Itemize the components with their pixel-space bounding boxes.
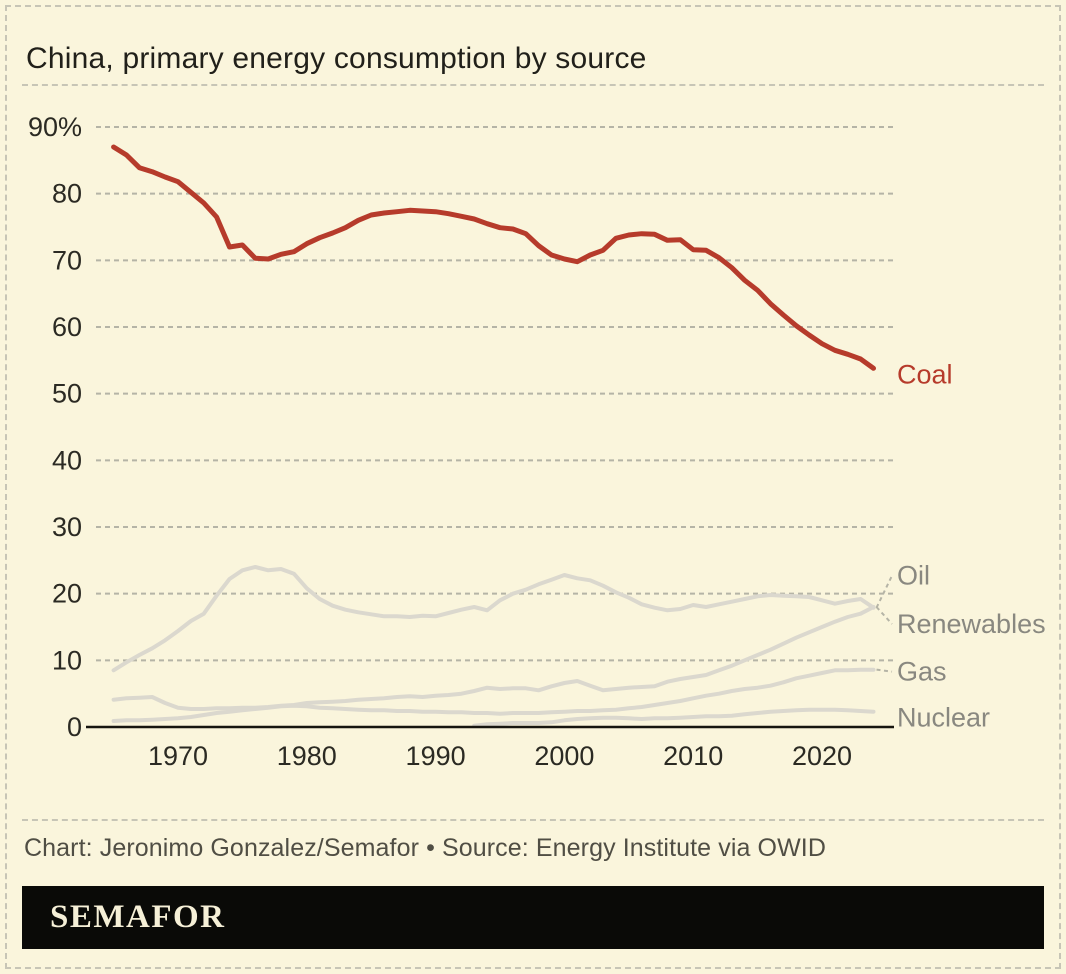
renewables-series-label: Renewables bbox=[897, 609, 1046, 639]
y-tick-0: 0 bbox=[67, 712, 82, 742]
y-tick-30: 30 bbox=[52, 512, 82, 542]
footer-separator bbox=[22, 819, 1044, 821]
x-tick-2010: 2010 bbox=[663, 741, 723, 771]
x-tick-1970: 1970 bbox=[148, 741, 208, 771]
chart-caption: Chart: Jeronimo Gonzalez/Semafor • Sourc… bbox=[24, 834, 826, 862]
y-tick-90: 90% bbox=[28, 112, 82, 142]
y-tick-70: 70 bbox=[52, 245, 82, 275]
x-tick-1980: 1980 bbox=[277, 741, 337, 771]
semafor-wordmark: SEMAFOR bbox=[50, 899, 226, 935]
y-tick-40: 40 bbox=[52, 445, 82, 475]
y-tick-20: 20 bbox=[52, 579, 82, 609]
y-tick-50: 50 bbox=[52, 379, 82, 409]
oil-line bbox=[111, 565, 876, 673]
nuclear-line bbox=[472, 707, 876, 728]
oil-series-label: Oil bbox=[897, 561, 930, 591]
y-tick-10: 10 bbox=[52, 645, 82, 675]
title-separator bbox=[22, 84, 1044, 86]
y-tick-60: 60 bbox=[52, 312, 82, 342]
renewables-line bbox=[111, 605, 876, 711]
chart-title: China, primary energy consumption by sou… bbox=[26, 42, 647, 76]
coal-series-label: Coal bbox=[897, 359, 953, 389]
energy-consumption-line-chart: Coal Oil Renewables Gas Nuclear 90% 80 70 60 50 40… bbox=[28, 112, 1046, 771]
x-tick-1990: 1990 bbox=[406, 741, 466, 771]
oil-label-leader bbox=[875, 575, 893, 609]
gas-series-label: Gas bbox=[897, 657, 947, 687]
y-tick-80: 80 bbox=[52, 179, 82, 209]
gas-line bbox=[111, 667, 876, 723]
gas-label-leader bbox=[876, 668, 893, 673]
nuclear-series-label: Nuclear bbox=[897, 703, 990, 733]
semafor-logo-bar: SEMAFOR bbox=[22, 886, 1044, 949]
coal-line bbox=[111, 144, 876, 371]
x-tick-2000: 2000 bbox=[534, 741, 594, 771]
x-tick-2020: 2020 bbox=[792, 741, 852, 771]
renewables-label-leader bbox=[875, 606, 893, 625]
